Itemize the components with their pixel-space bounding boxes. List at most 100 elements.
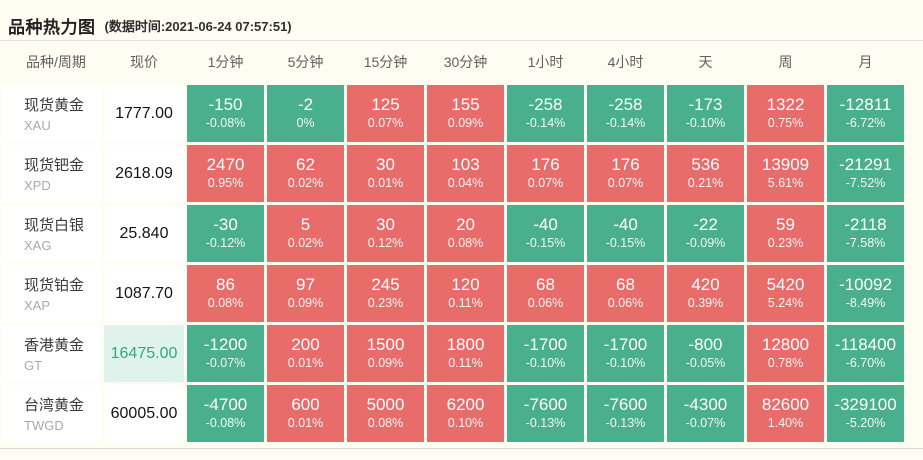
heat-cell: 600 0.01% xyxy=(267,385,344,442)
heat-cell-percent: 0.04% xyxy=(447,175,484,190)
heat-cell-value: -30 xyxy=(213,215,238,235)
instrument-name: 现货铂金 xyxy=(24,277,85,294)
heat-cell-value: -2118 xyxy=(844,215,887,235)
heat-cell-percent: 0.95% xyxy=(207,175,244,190)
instrument-name: 台湾黄金 xyxy=(24,397,85,414)
instrument-cell: 现货白银 XAG xyxy=(2,205,101,262)
heat-cell: 5420 5.24% xyxy=(747,265,824,322)
heat-cell-percent: -0.05% xyxy=(685,355,726,370)
heat-cell-percent: 0.08% xyxy=(367,415,404,430)
instrument-symbol: TWGD xyxy=(24,418,64,433)
heat-cell-value: 200 xyxy=(291,335,320,355)
instrument-symbol: XAU xyxy=(24,118,51,133)
heat-cell-value: -258 xyxy=(608,95,643,115)
heat-cell-percent: 0.11% xyxy=(448,355,483,370)
heat-cell: 62 0.02% xyxy=(267,145,344,202)
heat-cell-percent: -0.10% xyxy=(605,355,646,370)
instrument-cell: 台湾黄金 TWGD xyxy=(2,385,101,442)
current-price-cell: 16475.00 xyxy=(104,325,184,382)
heat-cell-percent: -7.58% xyxy=(845,235,886,250)
heat-cell: 5 0.02% xyxy=(267,205,344,262)
title-divider xyxy=(0,40,923,41)
instrument-name: 香港黄金 xyxy=(24,337,85,354)
heat-cell: 97 0.09% xyxy=(267,265,344,322)
heat-cell-value: 155 xyxy=(451,95,480,115)
heat-cell-percent: 0.78% xyxy=(767,355,804,370)
instrument-symbol: XAG xyxy=(24,238,52,253)
current-price-cell: 2618.09 xyxy=(104,145,184,202)
heat-cell-percent: 0.07% xyxy=(527,175,564,190)
heat-cell: 420 0.39% xyxy=(667,265,744,322)
heat-cell: 12800 0.78% xyxy=(747,325,824,382)
current-price-cell: 25.840 xyxy=(104,205,184,262)
col-header-week: 周 xyxy=(778,53,793,70)
heat-cell-percent: -0.15% xyxy=(525,235,566,250)
heat-cell-value: 5000 xyxy=(366,395,405,415)
heat-cell-value: 12800 xyxy=(761,335,810,355)
heat-cell-percent: -5.20% xyxy=(845,415,886,430)
heat-cell-value: 1500 xyxy=(366,335,405,355)
heat-cell-value: -4300 xyxy=(683,395,728,415)
heat-cell-percent: 0.08% xyxy=(447,235,484,250)
heat-cell-value: 420 xyxy=(691,275,720,295)
heat-cell-value: 176 xyxy=(611,155,640,175)
heat-cell: -7600 -0.13% xyxy=(587,385,664,442)
heat-cell: -173 -0.10% xyxy=(667,85,744,142)
instrument-name: 现货白银 xyxy=(24,217,85,234)
col-header-1min: 1分钟 xyxy=(207,53,244,70)
heat-cell-value: -1200 xyxy=(203,335,248,355)
heat-cell-value: 68 xyxy=(536,275,555,295)
col-header-month: 月 xyxy=(858,53,873,70)
heat-cell-percent: -0.09% xyxy=(685,235,726,250)
col-header-1hour: 1小时 xyxy=(527,53,564,70)
heat-cell-value: -800 xyxy=(688,335,723,355)
heat-cell-percent: 0.01% xyxy=(367,175,404,190)
heat-cell-value: 176 xyxy=(531,155,560,175)
heat-cell: 1322 0.75% xyxy=(747,85,824,142)
heat-cell-value: -1700 xyxy=(523,335,568,355)
heat-cell-percent: 0.02% xyxy=(287,235,324,250)
heat-cell: -1700 -0.10% xyxy=(507,325,584,382)
heat-cell-percent: 0.02% xyxy=(287,175,324,190)
heat-cell-percent: 0.23% xyxy=(367,295,404,310)
heat-cell-percent: 0.75% xyxy=(767,115,804,130)
heat-cell: 1800 0.11% xyxy=(427,325,504,382)
heat-cell-value: -1700 xyxy=(603,335,648,355)
instrument-cell: 现货黄金 XAU xyxy=(2,85,101,142)
heat-cell-percent: 0.10% xyxy=(447,415,484,430)
heat-cell: -12811 -6.72% xyxy=(827,85,904,142)
heat-cell-percent: 0.39% xyxy=(687,295,724,310)
heat-cell-percent: 0.09% xyxy=(447,115,484,130)
heat-cell-value: 1800 xyxy=(446,335,485,355)
heat-cell: 2470 0.95% xyxy=(187,145,264,202)
heat-cell: 6200 0.10% xyxy=(427,385,504,442)
current-price-cell: 1087.70 xyxy=(104,265,184,322)
heat-cell-value: 68 xyxy=(616,275,635,295)
heat-cell: -1700 -0.10% xyxy=(587,325,664,382)
heat-cell-value: -21291 xyxy=(839,155,892,175)
heat-cell-percent: -0.14% xyxy=(525,115,566,130)
heat-cell: -7600 -0.13% xyxy=(507,385,584,442)
heat-cell: -329100 -5.20% xyxy=(827,385,904,442)
heat-cell: -2 0% xyxy=(267,85,344,142)
heat-cell-value: -4700 xyxy=(203,395,248,415)
heat-cell: 125 0.07% xyxy=(347,85,424,142)
heat-cell-value: 59 xyxy=(776,215,795,235)
heat-cell-percent: 0.11% xyxy=(448,295,483,310)
heat-cell-percent: -0.10% xyxy=(525,355,566,370)
heat-cell-value: 125 xyxy=(371,95,400,115)
heat-cell-percent: -0.08% xyxy=(205,415,246,430)
heat-cell-value: -173 xyxy=(688,95,723,115)
instrument-cell: 现货铂金 XAP xyxy=(2,265,101,322)
heat-cell: -118400 -6.70% xyxy=(827,325,904,382)
col-header-4hour: 4小时 xyxy=(607,53,644,70)
heat-cell: 82600 1.40% xyxy=(747,385,824,442)
heat-cell-value: 20 xyxy=(456,215,475,235)
heat-cell: 200 0.01% xyxy=(267,325,344,382)
heat-cell-value: 5420 xyxy=(766,275,805,295)
col-header-day: 天 xyxy=(698,53,713,70)
heat-cell: -30 -0.12% xyxy=(187,205,264,262)
heat-cell-percent: 0.23% xyxy=(767,235,804,250)
instrument-symbol: GT xyxy=(24,358,43,373)
heat-cell-value: 245 xyxy=(371,275,400,295)
